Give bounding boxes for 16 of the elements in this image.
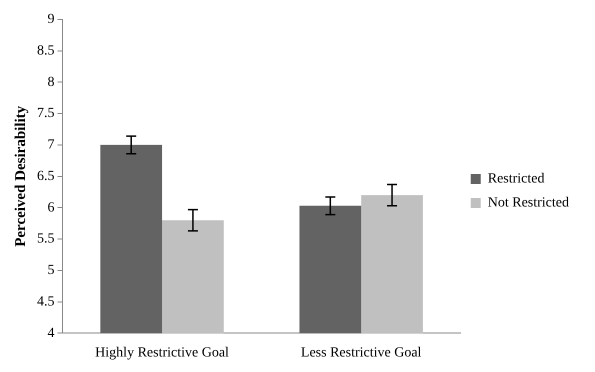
y-tick-label: 8.5 <box>37 43 54 58</box>
y-tick-label: 6.5 <box>37 168 54 184</box>
y-tick-label: 5 <box>48 263 54 278</box>
y-tick-label: 7 <box>48 138 54 153</box>
legend-label: Restricted <box>488 172 545 187</box>
x-tick-label: Less Restrictive Goal <box>300 345 422 360</box>
y-axis-title: Perceived Desirability <box>12 105 29 247</box>
y-tick-label: 7.5 <box>37 106 54 122</box>
x-tick-label: Highly Restrictive Goal <box>95 345 230 360</box>
y-tick-label: 6 <box>48 200 54 216</box>
y-tick-label: 9 <box>48 12 54 28</box>
legend-label: Not Restricted <box>488 196 570 211</box>
y-tick-label: 4.5 <box>37 294 54 310</box>
y-tick-label: 4 <box>48 326 54 341</box>
y-tick-label: 8 <box>48 74 54 90</box>
y-tick-label: 5.5 <box>37 232 54 247</box>
